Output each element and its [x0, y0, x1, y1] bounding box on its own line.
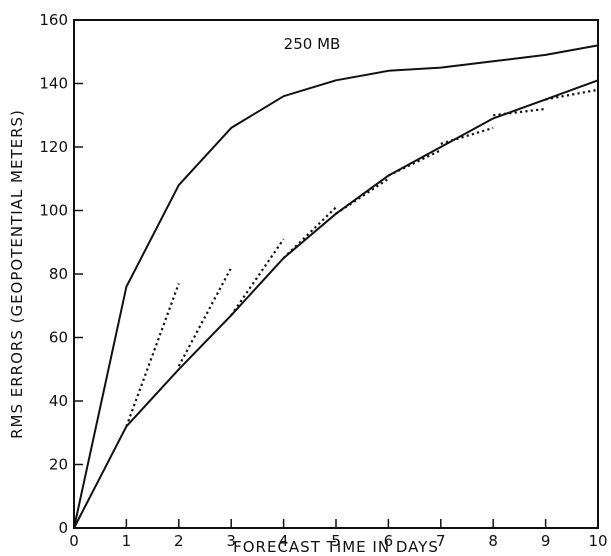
x-tick-label: 6: [384, 532, 394, 550]
dotted-segment-9: [493, 107, 546, 117]
y-axis-label: RMS ERRORS (GEOPOTENTIAL METERS): [8, 109, 26, 439]
y-tick-label: 80: [49, 265, 68, 283]
x-tick-label: 4: [279, 532, 289, 550]
chart-annotation: 250 MB: [284, 35, 341, 53]
y-tick-label: 120: [39, 138, 68, 156]
x-tick-label: 9: [541, 532, 551, 550]
x-tick-label: 3: [226, 532, 236, 550]
series-layer: [73, 44, 599, 529]
y-tick-label: 160: [39, 11, 68, 29]
y-tick-label: 40: [49, 392, 68, 410]
dotted-segment-8: [440, 126, 494, 145]
x-tick-label: 5: [331, 532, 341, 550]
dotted-segment-4: [230, 238, 285, 316]
dotted-segment-2: [125, 283, 180, 427]
dotted-segment-10: [545, 88, 599, 101]
y-tick-label: 100: [39, 202, 68, 220]
x-axis-label: FORECAST TIME IN DAYS: [233, 538, 439, 556]
x-tick-label: 0: [69, 532, 79, 550]
dotted-segment-3: [177, 267, 233, 367]
plot-frame: [73, 19, 599, 529]
y-axis-ticks: 0 20 40 60 80 100 120 140 160: [39, 11, 83, 537]
dotted-segment-7: [387, 149, 442, 177]
y-tick-label: 20: [49, 456, 68, 474]
dotted-segment-5: [282, 206, 337, 259]
x-tick-label: 2: [174, 532, 184, 550]
x-tick-label: 10: [588, 532, 607, 550]
x-tick-label: 8: [488, 532, 498, 550]
x-tick-label: 7: [436, 532, 446, 550]
solid-curve-0: [73, 44, 599, 529]
x-axis-ticks: 0 1 2 3 4 5 6 7 8 9 10: [69, 519, 608, 550]
solid-curve-1: [73, 79, 599, 529]
y-tick-label: 0: [58, 519, 68, 537]
y-tick-label: 60: [49, 329, 68, 347]
y-tick-label: 140: [39, 75, 68, 93]
x-tick-label: 1: [122, 532, 132, 550]
